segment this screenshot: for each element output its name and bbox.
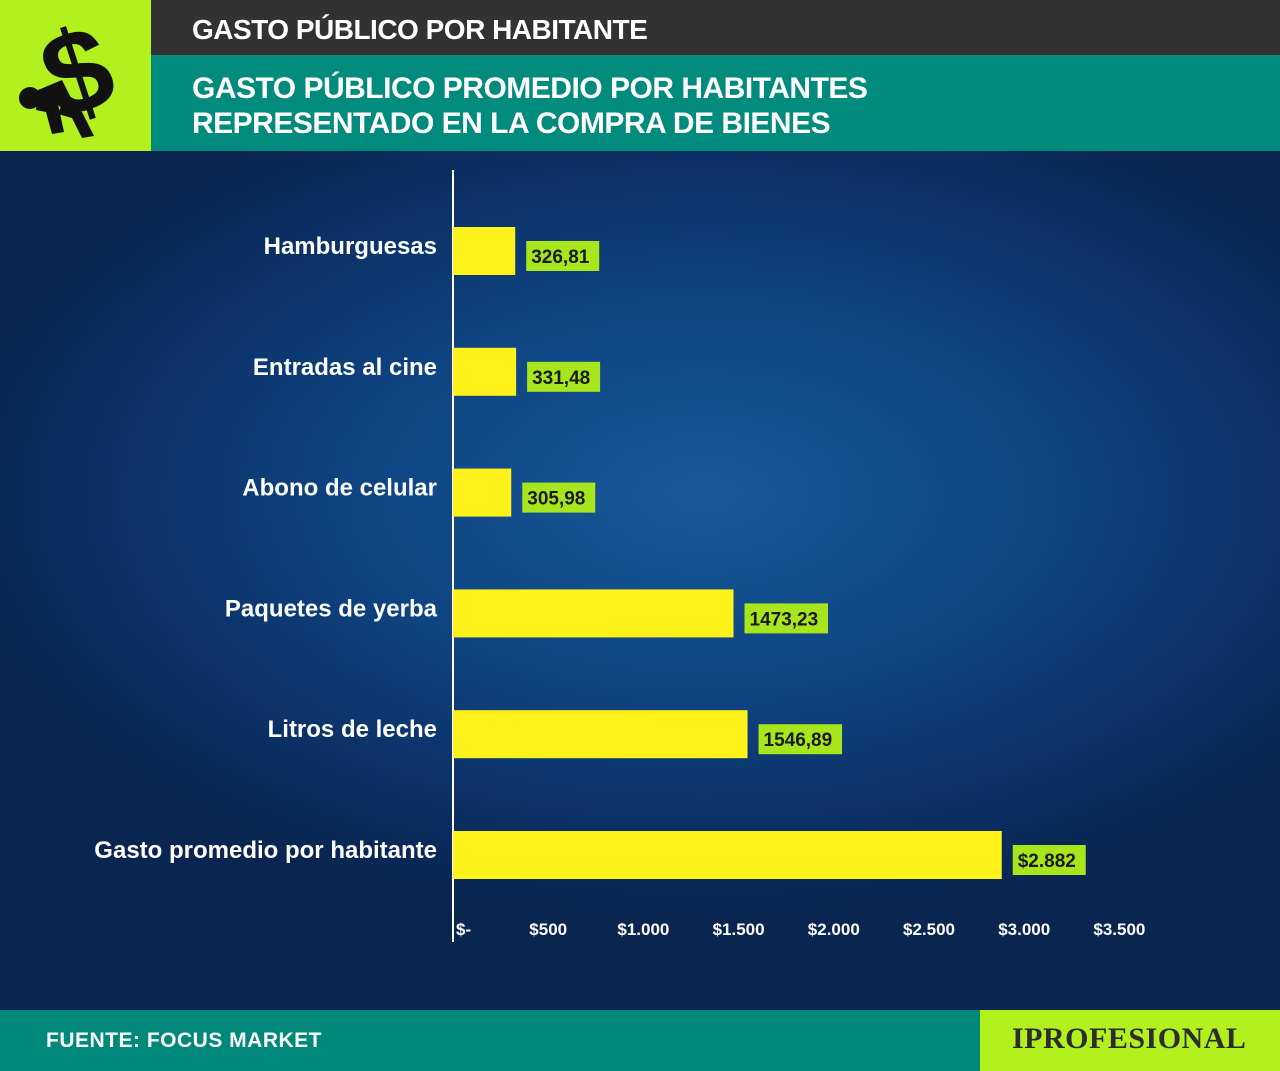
logo-box: $ <box>0 0 151 151</box>
x-tick-label: $2.500 <box>903 920 955 939</box>
category-label: Abono de celular <box>242 475 437 502</box>
bar <box>453 589 734 638</box>
value-label-box <box>527 361 601 392</box>
brand-box <box>980 1010 1280 1071</box>
bar <box>453 831 1002 879</box>
bar <box>453 468 512 517</box>
value-label-box <box>744 603 829 634</box>
bar <box>453 710 748 759</box>
x-tick-label: $3.000 <box>998 920 1050 939</box>
value-label: $2.882 <box>1018 851 1076 872</box>
x-tick-label: $- <box>456 920 471 939</box>
value-label: 331,48 <box>532 368 590 389</box>
category-label: Litros de leche <box>268 716 437 743</box>
x-tick-label: $1.000 <box>617 920 669 939</box>
category-label: Paquetes de yerba <box>225 595 438 622</box>
bar <box>453 347 517 396</box>
value-label: 1546,89 <box>764 730 833 751</box>
headline-title: GASTO PÚBLICO PROMEDIO POR HABITANTES RE… <box>192 72 868 140</box>
x-tick-label: $1.500 <box>713 920 765 939</box>
kicker-title: GASTO PÚBLICO POR HABITANTE <box>192 14 648 45</box>
x-tick-label: $3.500 <box>1093 920 1145 939</box>
person-carrying-dollar-sign-icon: $ <box>19 0 129 145</box>
value-label-box <box>758 724 843 755</box>
source-label: FUENTE: FOCUS MARKET <box>46 1029 322 1052</box>
x-tick-label: $2.000 <box>808 920 860 939</box>
value-label: 326,81 <box>531 247 590 268</box>
header-top-bar <box>151 0 1280 55</box>
category-label: Entradas al cine <box>253 354 437 381</box>
brand-logo: IPROFESIONAL <box>1012 1022 1247 1055</box>
x-tick-label: $500 <box>529 920 567 939</box>
value-label: 305,98 <box>527 489 585 510</box>
header-title-bar <box>151 55 1280 151</box>
value-label-box <box>522 482 596 513</box>
bar <box>453 227 516 275</box>
value-label-box <box>526 241 600 271</box>
category-label: Gasto promedio por habitante <box>94 837 437 864</box>
category-label: Hamburguesas <box>264 233 437 260</box>
value-label-box <box>1012 845 1086 875</box>
value-label: 1473,23 <box>750 609 819 630</box>
